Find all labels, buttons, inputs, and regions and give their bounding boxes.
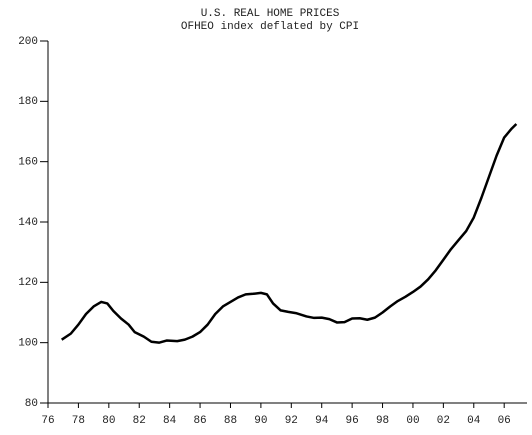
- x-tick-label: 82: [133, 415, 146, 427]
- y-tick-label: 200: [18, 36, 38, 48]
- x-tick-label: 94: [315, 415, 329, 427]
- x-tick-label: 84: [163, 415, 177, 427]
- chart-title: U.S. REAL HOME PRICES: [201, 8, 340, 20]
- x-tick-label: 98: [376, 415, 389, 427]
- x-tick-label: 88: [224, 415, 237, 427]
- y-tick-label: 120: [18, 277, 38, 289]
- y-tick-label: 100: [18, 338, 38, 350]
- x-tick-label: 06: [498, 415, 511, 427]
- x-tick-label: 92: [285, 415, 298, 427]
- x-tick-label: 04: [467, 415, 481, 427]
- y-tick-label: 140: [18, 217, 38, 229]
- x-tick-label: 78: [72, 415, 85, 427]
- y-tick-label: 160: [18, 157, 38, 169]
- chart-subtitle: OFHEO index deflated by CPI: [181, 21, 359, 33]
- x-tick-label: 00: [406, 415, 419, 427]
- price-line: [61, 123, 518, 344]
- x-tick-label: 90: [254, 415, 267, 427]
- x-tick-label: 02: [437, 415, 450, 427]
- y-tick-label: 180: [18, 96, 38, 108]
- x-tick-label: 76: [41, 415, 54, 427]
- x-tick-label: 86: [193, 415, 206, 427]
- x-tick-label: 80: [102, 415, 115, 427]
- y-tick-label: 80: [25, 398, 38, 410]
- x-tick-label: 96: [346, 415, 359, 427]
